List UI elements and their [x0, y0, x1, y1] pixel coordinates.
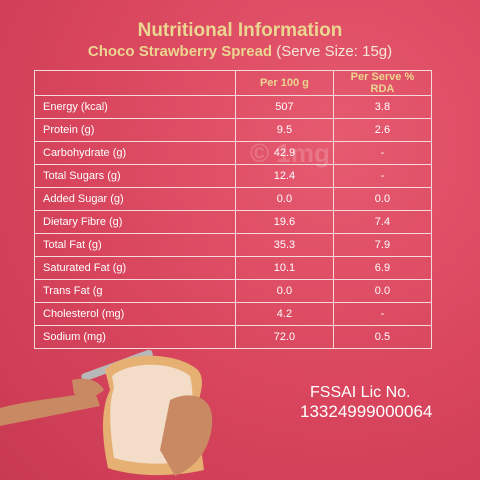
header-cell: Per Serve % RDA — [332, 70, 433, 96]
table-row: Total Fat (g) 35.3 7.9 — [34, 233, 433, 257]
table-row: Total Sugars (g) 12.4- — [34, 164, 433, 188]
table-row: Protein (g) 9.5 2.6 — [34, 118, 433, 142]
nutrient-label: Carbohydrate (g) — [34, 141, 236, 165]
value-cell: - — [332, 302, 433, 326]
fssai-label: FSSAI Lic No. — [310, 384, 411, 401]
table-row: Saturated Fat (g) 10.1 6.9 — [34, 256, 433, 280]
nutrient-label: Sodium (mg) — [34, 325, 236, 349]
value-cell: 9.5 — [234, 118, 334, 142]
value-cell: 6.9 — [332, 256, 433, 280]
header-cell — [34, 70, 236, 96]
nutrient-label: Total Fat (g) — [34, 233, 236, 257]
nutrient-label: Dietary Fibre (g) — [34, 210, 236, 234]
value-cell: 0.5 — [332, 325, 433, 349]
value-cell: 507 — [234, 95, 334, 119]
value-cell: 0.0 — [332, 187, 433, 211]
title: Nutritional Information — [137, 20, 343, 41]
table-row: Sodium (mg) 72.0 0.5 — [34, 325, 433, 349]
fssai-number: 13324999000064 — [300, 402, 433, 421]
value-cell: 42.9 — [234, 141, 334, 165]
value-cell: 2.6 — [332, 118, 433, 142]
nutrient-label: Energy (kcal) — [34, 95, 236, 119]
header-cell: Per 100 g — [234, 70, 334, 96]
value-cell: 7.9 — [332, 233, 433, 257]
nutrient-label: Total Sugars (g) — [34, 164, 236, 188]
value-cell: 4.2 — [234, 302, 334, 326]
table-row: Trans Fat (g 0.0 0.0 — [34, 279, 433, 303]
value-cell: 0.0 — [234, 187, 334, 211]
value-cell: 10.1 — [234, 256, 334, 280]
subtitle: Choco Strawberry Spread (Serve Size: 15g… — [0, 43, 480, 60]
table-row: Added Sugar (g) 0.0 0.0 — [34, 187, 433, 211]
nutrient-label: Added Sugar (g) — [34, 187, 236, 211]
value-cell: 0.0 — [234, 279, 334, 303]
value-cell: - — [332, 141, 433, 165]
watermark: © 1mg — [250, 138, 330, 168]
value-cell: 3.8 — [332, 95, 433, 119]
value-cell: 7.4 — [332, 210, 433, 234]
header-row: Per 100 g Per Serve % RDA — [34, 70, 433, 96]
value-cell: 35.3 — [234, 233, 334, 257]
value-cell: 72.0 — [234, 325, 334, 349]
nutrient-label: Trans Fat (g — [34, 279, 236, 303]
value-cell: 19.6 — [234, 210, 334, 234]
nutrient-label: Cholesterol (mg) — [34, 302, 236, 326]
product-name: Choco Strawberry Spread — [87, 43, 273, 60]
nutrient-label: Protein (g) — [34, 118, 236, 142]
nutrition-table: Per 100 g Per Serve % RDA Energy (kcal) 507… — [34, 70, 433, 349]
table-row: Carbohydrate (g) 42.9- — [34, 141, 433, 165]
serve-size: (Serve Size: 15g) — [276, 43, 393, 60]
value-cell: 0.0 — [332, 279, 433, 303]
nutrient-label: Saturated Fat (g) — [34, 256, 236, 280]
toast-illustration — [0, 350, 213, 476]
table-row: Dietary Fibre (g) 19.6 7.4 — [34, 210, 433, 234]
value-cell: - — [332, 164, 433, 188]
table-row: Cholesterol (mg) 4.2- — [34, 302, 433, 326]
table-row: Energy (kcal) 507 3.8 — [34, 95, 433, 119]
